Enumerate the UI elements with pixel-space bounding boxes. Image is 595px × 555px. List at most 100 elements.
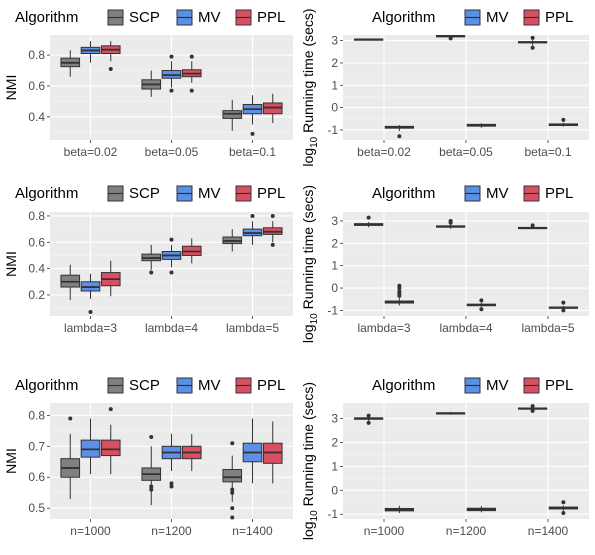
series-mv [80,213,263,315]
box-ppl-2 [548,300,579,313]
y-tick-label: 0 [331,483,338,497]
legend-label-ppl: PPL [545,9,573,26]
x-tick-label: beta=0.02 [64,145,118,159]
legend-key-scp [107,9,124,26]
y-tick-label: 1 [331,459,338,473]
legend-label-scp: SCP [129,377,160,394]
y-tick-label: 0.8 [28,408,45,422]
legend: Algorithm MV PPL [372,9,573,26]
outlier-point [149,487,154,492]
legend-title: Algorithm [372,9,435,26]
series-mv [353,34,548,50]
outlier-point [88,310,93,315]
outlier-point [561,117,566,122]
outlier-point [366,420,371,425]
series-mv [80,41,263,136]
legend-key-mv [176,185,193,202]
legend-label-scp: SCP [129,9,160,26]
box-mv-1 [161,54,182,93]
y-axis-label: NMI [3,75,19,101]
y-tick-label: 0.8 [28,48,45,62]
x-tick-label: n=1400 [232,524,273,538]
box-iqr [100,439,121,457]
box-scp-2 [222,229,243,252]
legend-label-mv: MV [198,185,221,202]
legend-key-mv [464,9,481,26]
outlier-point [108,407,113,412]
x-tick-label: beta=0.1 [229,145,276,159]
series-ppl [100,41,283,124]
legend: Algorithm SCP MV PPL [15,377,285,394]
y-tick-label: -1 [327,123,338,137]
outlier-point [561,308,566,313]
outlier-point [530,404,535,409]
outlier-point [230,487,235,492]
box-scp-2 [222,99,243,131]
outlier-point [169,88,174,93]
y-tick-label: -1 [327,507,338,521]
series-mv [353,215,548,230]
outlier-point [230,506,235,511]
outlier-point [561,500,566,505]
legend: Algorithm SCP MV PPL [15,185,285,202]
outlier-point [397,289,402,294]
box-ppl-1 [181,238,202,264]
box-mv-0 [353,413,384,425]
box-scp-1 [141,244,162,275]
series-mv [80,418,263,489]
y-axis-label: log10 Running time (secs) [300,185,320,343]
y-axis-label: NMI [3,448,19,474]
y-tick-label: 0 [331,281,338,295]
x-tick-label: beta=0.05 [145,145,199,159]
legend-label-ppl: PPL [545,185,573,202]
outlier-point [479,298,484,303]
box-mv-0 [80,418,101,475]
x-tick-label: beta=0.1 [524,145,571,159]
legend-label-mv: MV [198,9,221,26]
series-scp [60,229,243,301]
outlier-point [479,307,484,312]
outlier-point [366,413,371,418]
legend: Algorithm MV PPL [372,377,573,394]
x-tick-label: lambda=3 [64,321,117,335]
box-mv-1 [161,433,182,489]
box-ppl-0 [100,407,121,475]
y-axis-label-log: log [300,148,316,167]
y-tick-label: 0.6 [28,235,45,249]
y-tick-label: 0.6 [28,470,45,484]
panel-time-lambda: Algorithm MV PPL -1 0 1 2 3 lambda=3 lambda=4 lamb… [300,185,589,343]
y-axis-label-text: Running time (secs) [300,185,316,313]
x-tick-label: n=1200 [151,524,192,538]
box-mv-1 [435,412,466,415]
outlier-point [397,134,402,139]
outlier-point [366,215,371,220]
box-ppl-0 [384,283,415,306]
legend-key-mv [176,377,193,394]
y-tick-label: 0.5 [28,501,45,515]
outlier-point [169,270,174,275]
legend-title: Algorithm [15,9,78,26]
panel-nmi-beta: Algorithm SCP MV PPL 0.4 0.6 0.8 beta=0.02 beta=… [3,9,293,159]
box-scp-0 [60,264,81,301]
x-tick-label: lambda=4 [145,321,198,335]
y-axis-label-log: log [300,324,316,343]
y-axis-label-sub: 10 [309,510,320,522]
box-scp-0 [60,50,81,77]
y-axis-label: NMI [3,251,19,277]
box-mv-2 [242,95,263,136]
outlier-point [169,54,174,59]
y-tick-label: 3 [331,34,338,48]
box-ppl-0 [100,41,121,71]
series-ppl [384,283,579,313]
y-tick-label: 0.8 [28,209,45,223]
outlier-point [448,36,453,41]
x-tick-label: lambda=3 [357,321,410,335]
outlier-point [68,416,73,421]
outlier-point [397,283,402,288]
y-tick-label: 1 [331,78,338,92]
y-tick-label: 1 [331,259,338,273]
series-scp [60,416,243,520]
y-axis-label: log10 Running time (secs) [300,382,320,540]
box-mv-2 [242,418,263,484]
